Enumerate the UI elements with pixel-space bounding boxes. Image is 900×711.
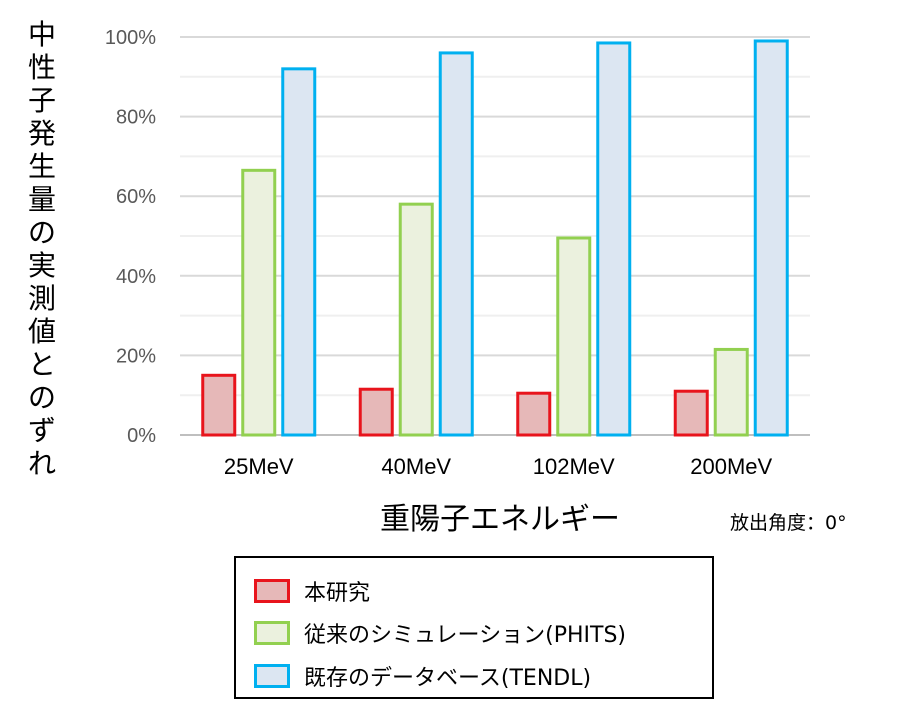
- emission-angle-note: 放出角度：0°: [730, 512, 847, 534]
- legend-item-this-study: 本研究: [254, 574, 370, 608]
- bar: [556, 236, 592, 437]
- legend-swatch-this-study: [254, 579, 290, 603]
- legend-label-tendl: 既存のデータベース(TENDL): [304, 666, 592, 691]
- bar: [753, 39, 789, 437]
- y-tick-label: 100%: [105, 27, 156, 49]
- bar: [398, 202, 434, 437]
- y-tick-label: 80%: [116, 107, 156, 129]
- bar: [596, 41, 632, 437]
- x-tick-label: 102MeV: [533, 454, 615, 479]
- legend-item-phits: 従来のシミュレーション(PHITS): [254, 616, 626, 650]
- bar: [516, 391, 552, 437]
- y-tick-label: 20%: [116, 345, 156, 367]
- bar: [438, 51, 474, 437]
- bar: [201, 373, 237, 437]
- legend: 本研究 従来のシミュレーション(PHITS) 既存のデータベース(TENDL): [234, 556, 714, 699]
- y-tick-label: 60%: [116, 186, 156, 208]
- x-tick-label: 200MeV: [690, 454, 772, 479]
- legend-label-this-study: 本研究: [304, 581, 371, 606]
- legend-swatch-phits: [254, 621, 290, 645]
- y-axis-label: 中性子発生量の実測値とのずれ: [27, 18, 56, 480]
- legend-item-tendl: 既存のデータベース(TENDL): [254, 659, 591, 693]
- bar: [673, 389, 709, 437]
- x-tick-label: 25MeV: [224, 454, 294, 479]
- y-tick-label: 40%: [116, 266, 156, 288]
- bar: [241, 168, 277, 437]
- bar: [281, 67, 317, 437]
- y-tick-label: 0%: [127, 425, 156, 447]
- y-tick-labels: 0% 20% 40% 60% 80% 100%: [105, 27, 156, 447]
- bars: [201, 39, 789, 437]
- x-axis-label: 重陽子エネルギー: [380, 502, 620, 537]
- x-tick-labels: 25MeV 40MeV 102MeV 200MeV: [224, 454, 773, 479]
- x-tick-label: 40MeV: [381, 454, 451, 479]
- bar: [713, 347, 749, 437]
- legend-swatch-tendl: [254, 664, 290, 688]
- legend-label-phits: 従来のシミュレーション(PHITS): [304, 623, 626, 648]
- bar: [358, 387, 394, 437]
